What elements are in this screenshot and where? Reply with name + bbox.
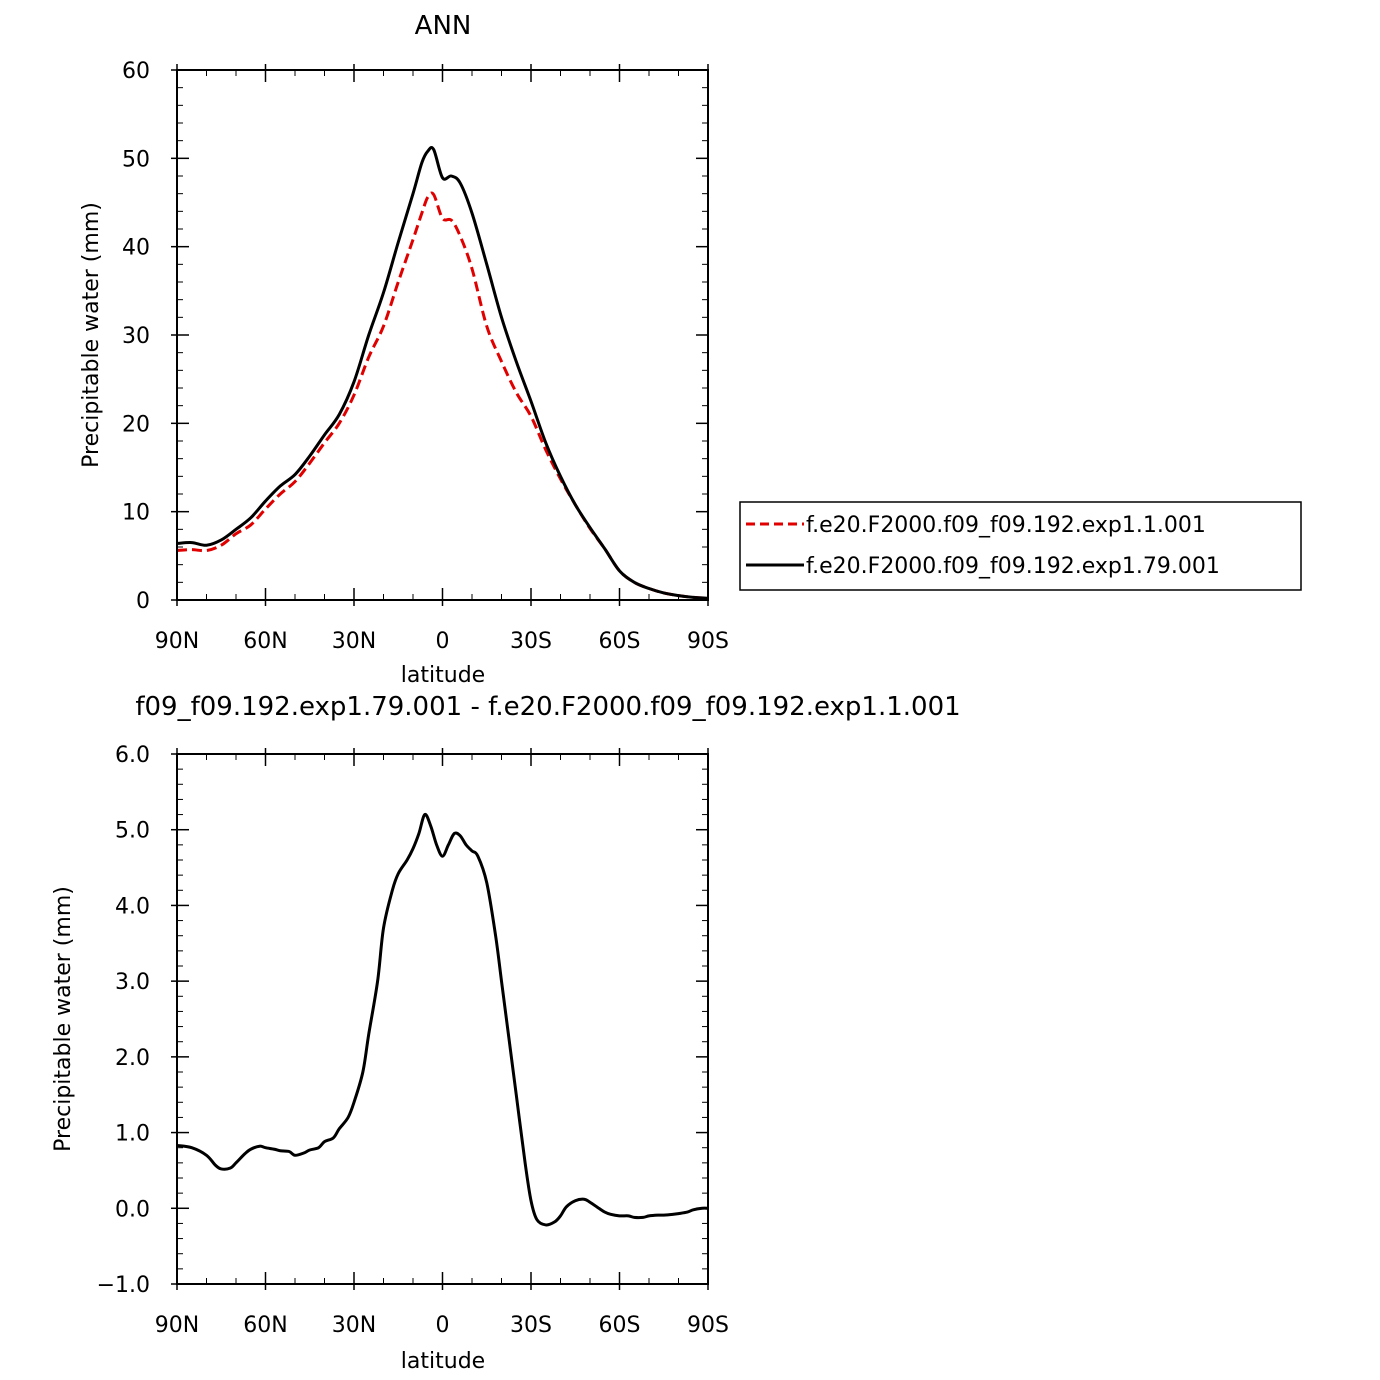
legend-box xyxy=(739,501,1302,591)
top-ticks: 90N 60N 30N 0 30S 60S 90S 0 10 20 30 40 50 60 xyxy=(122,59,729,654)
bottom-plot-title: f09_f09.192.exp1.79.001 - f.e20.F2000.f0… xyxy=(135,692,960,722)
y-tick-label: 0 xyxy=(136,589,150,614)
y-tick-label: 3.0 xyxy=(115,970,150,995)
y-tick-label: 60 xyxy=(122,59,150,84)
legend-label-exp1-79: f.e20.F2000.f09_f09.192.exp1.79.001 xyxy=(806,554,1220,579)
x-tick-label: 0 xyxy=(436,629,450,654)
x-tick-label: 60S xyxy=(599,629,641,654)
top-x-axis-label: latitude xyxy=(401,663,485,688)
x-tick-label: 30N xyxy=(332,1313,376,1338)
y-tick-label: 30 xyxy=(122,324,150,349)
y-tick-label: 10 xyxy=(122,501,150,526)
x-tick-label: 90N xyxy=(155,629,199,654)
bottom-x-axis-label: latitude xyxy=(401,1349,485,1374)
x-tick-label: 90S xyxy=(687,629,729,654)
bottom-series-group xyxy=(176,812,709,1227)
bottom-y-axis-label: Precipitable water (mm) xyxy=(51,886,76,1152)
top-plot-title: ANN xyxy=(415,11,472,41)
top-plot-frame xyxy=(176,69,709,601)
y-tick-label: 6.0 xyxy=(115,743,150,768)
bottom-plot-frame xyxy=(176,753,709,1285)
top-y-axis-label: Precipitable water (mm) xyxy=(79,202,104,468)
x-tick-label: 60S xyxy=(599,1313,641,1338)
x-tick-label: 90N xyxy=(155,1313,199,1338)
x-tick-label: 30N xyxy=(332,629,376,654)
legend-label-exp1-1: f.e20.F2000.f09_f09.192.exp1.1.001 xyxy=(806,513,1206,538)
legend: f.e20.F2000.f09_f09.192.exp1.1.001 f.e20… xyxy=(739,501,1302,591)
y-tick-label: 20 xyxy=(122,412,150,437)
y-tick-label: 2.0 xyxy=(115,1046,150,1071)
y-tick-label: 4.0 xyxy=(115,894,150,919)
x-tick-label: 60N xyxy=(243,629,287,654)
series-line-0 xyxy=(176,191,709,600)
bottom-ticks: 90N 60N 30N 0 30S 60S 90S −1.0 0.0 1.0 2.0 3.0 4.0 5.… xyxy=(97,743,729,1338)
x-tick-label: 0 xyxy=(436,1313,450,1338)
series-line-0 xyxy=(176,812,709,1227)
y-tick-label: 50 xyxy=(122,147,150,172)
x-tick-label: 90S xyxy=(687,1313,729,1338)
x-tick-label: 30S xyxy=(510,629,552,654)
x-tick-label: 30S xyxy=(510,1313,552,1338)
top-plot: ANN 90N 60N 30N 0 30S 60S 90S 0 10 20 30 40 50 60 lat… xyxy=(79,11,729,688)
y-tick-label: −1.0 xyxy=(97,1273,150,1298)
top-series-group xyxy=(176,146,709,600)
y-tick-label: 40 xyxy=(122,236,150,261)
x-tick-label: 60N xyxy=(243,1313,287,1338)
bottom-plot: f09_f09.192.exp1.79.001 - f.e20.F2000.f0… xyxy=(51,692,961,1374)
y-tick-label: 5.0 xyxy=(115,819,150,844)
y-tick-label: 1.0 xyxy=(115,1122,150,1147)
y-tick-label: 0.0 xyxy=(115,1197,150,1222)
series-line-1 xyxy=(176,146,709,600)
